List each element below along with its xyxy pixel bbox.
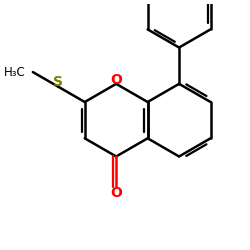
Text: S: S (53, 75, 63, 89)
Text: H₃C: H₃C (4, 66, 26, 78)
Text: O: O (110, 186, 122, 200)
Text: O: O (110, 73, 122, 87)
